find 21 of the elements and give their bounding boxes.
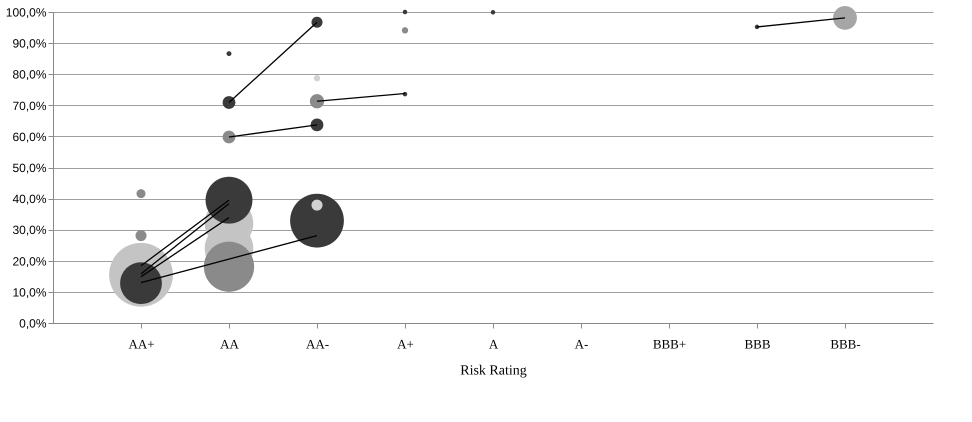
y-tick-label: 70,0% <box>12 98 47 113</box>
x-tick-label: BBB+ <box>652 336 686 352</box>
x-tick-label: A- <box>574 336 588 352</box>
y-tick-label: 100,0% <box>6 6 47 20</box>
x-tick-label: BBB- <box>830 336 861 352</box>
x-tick-label: A <box>488 336 499 352</box>
x-tick-label: A+ <box>397 336 414 352</box>
y-tick-label: 20,0% <box>12 254 47 268</box>
y-tick-label: 0,0% <box>19 316 47 330</box>
y-tick-label: 80,0% <box>12 68 47 82</box>
y-tick-label: 30,0% <box>12 223 47 238</box>
y-tick-label: 90,0% <box>12 36 47 51</box>
y-tick-label: 40,0% <box>12 192 47 206</box>
x-tick-label: AA- <box>306 336 330 352</box>
y-tick-label: 10,0% <box>12 285 47 300</box>
y-tick-label: 50,0% <box>12 161 47 175</box>
y-tick-label: 60,0% <box>12 130 47 144</box>
x-axis-title: Risk Rating <box>460 364 527 378</box>
x-tick-label: AA <box>220 336 240 352</box>
x-tick-label: BBB <box>744 336 771 352</box>
x-tick-label: AA+ <box>128 336 155 352</box>
